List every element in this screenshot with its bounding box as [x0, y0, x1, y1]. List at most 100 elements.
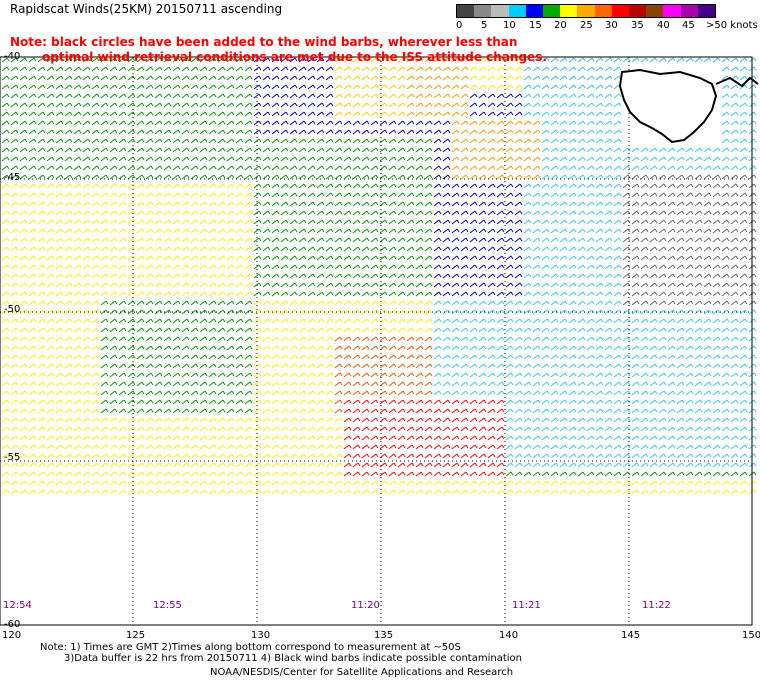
wind-barb	[226, 345, 235, 351]
wind-barb	[532, 273, 541, 279]
wind-barb	[28, 444, 37, 450]
wind-barb	[739, 309, 748, 315]
wind-barb	[73, 273, 82, 279]
wind-barb	[109, 336, 118, 342]
wind-barb	[433, 381, 442, 387]
wind-barb	[352, 201, 361, 207]
wind-barb	[604, 480, 613, 486]
wind-barb	[307, 264, 316, 270]
wind-barb	[559, 291, 568, 297]
wind-barb	[244, 453, 253, 459]
wind-barb	[118, 66, 127, 72]
wind-barb	[613, 426, 622, 432]
wind-barb	[118, 426, 127, 432]
wind-barb	[352, 174, 361, 180]
wind-barb	[460, 381, 469, 387]
wind-barb	[595, 489, 604, 495]
wind-barb	[685, 462, 694, 468]
wind-barb	[109, 111, 118, 117]
wind-barb	[604, 165, 613, 171]
wind-barb	[1, 462, 10, 468]
wind-barb	[622, 489, 631, 495]
wind-barb	[694, 282, 703, 288]
wind-barb	[28, 390, 37, 396]
wind-barb	[91, 282, 100, 288]
wind-barb	[532, 363, 541, 369]
wind-barb	[415, 129, 424, 135]
wind-barb	[568, 138, 577, 144]
wind-barb	[370, 57, 379, 63]
wind-barb	[118, 165, 127, 171]
wind-barb	[415, 255, 424, 261]
wind-barb	[415, 318, 424, 324]
wind-barb	[208, 192, 217, 198]
wind-barb	[28, 201, 37, 207]
wind-barb	[127, 219, 136, 225]
wind-barb	[163, 201, 172, 207]
wind-barb	[145, 75, 154, 81]
wind-barb	[694, 210, 703, 216]
wind-barb	[586, 84, 595, 90]
wind-barb	[451, 237, 460, 243]
wind-barb	[514, 246, 523, 252]
wind-barb	[433, 480, 442, 486]
wind-barb	[550, 408, 559, 414]
wind-barb	[721, 480, 730, 486]
wind-barb	[712, 291, 721, 297]
wind-barb	[721, 381, 730, 387]
wind-barb	[55, 255, 64, 261]
wind-barb	[64, 462, 73, 468]
wind-barb	[262, 282, 271, 288]
wind-barb	[217, 282, 226, 288]
wind-barb	[217, 192, 226, 198]
wind-barb	[253, 408, 262, 414]
wind-barb	[55, 201, 64, 207]
wind-barb	[109, 165, 118, 171]
wind-barb	[226, 390, 235, 396]
wind-barb	[478, 237, 487, 243]
wind-barb	[361, 219, 370, 225]
wind-barb	[109, 390, 118, 396]
wind-barb	[703, 426, 712, 432]
wind-barb	[622, 318, 631, 324]
wind-barb	[658, 399, 667, 405]
wind-barb	[559, 165, 568, 171]
wind-barb	[343, 435, 352, 441]
wind-barb	[397, 471, 406, 477]
wind-barb	[217, 255, 226, 261]
wind-barb	[523, 237, 532, 243]
wind-barb	[136, 426, 145, 432]
wind-barb	[523, 417, 532, 423]
wind-barb	[334, 201, 343, 207]
wind-barb	[64, 273, 73, 279]
wind-barb	[172, 66, 181, 72]
wind-barb	[523, 462, 532, 468]
wind-barb	[622, 300, 631, 306]
wind-barb	[523, 435, 532, 441]
wind-barb	[226, 354, 235, 360]
wind-barb	[334, 264, 343, 270]
wind-barb	[523, 480, 532, 486]
wind-barb	[496, 183, 505, 189]
wind-barb	[451, 210, 460, 216]
wind-barb	[685, 156, 694, 162]
wind-barb	[199, 84, 208, 90]
wind-barb	[46, 318, 55, 324]
wind-barb	[424, 57, 433, 63]
wind-barb	[235, 219, 244, 225]
wind-barb	[649, 273, 658, 279]
wind-barb	[154, 210, 163, 216]
wind-barb	[19, 93, 28, 99]
wind-barb	[280, 435, 289, 441]
wind-barb	[100, 93, 109, 99]
wind-barb	[613, 246, 622, 252]
wind-barb	[298, 345, 307, 351]
wind-barb	[325, 174, 334, 180]
wind-barb	[649, 291, 658, 297]
wind-barb	[397, 201, 406, 207]
wind-barb	[622, 462, 631, 468]
wind-barb	[217, 138, 226, 144]
wind-barb	[217, 300, 226, 306]
wind-barb	[595, 237, 604, 243]
wind-barb	[586, 372, 595, 378]
